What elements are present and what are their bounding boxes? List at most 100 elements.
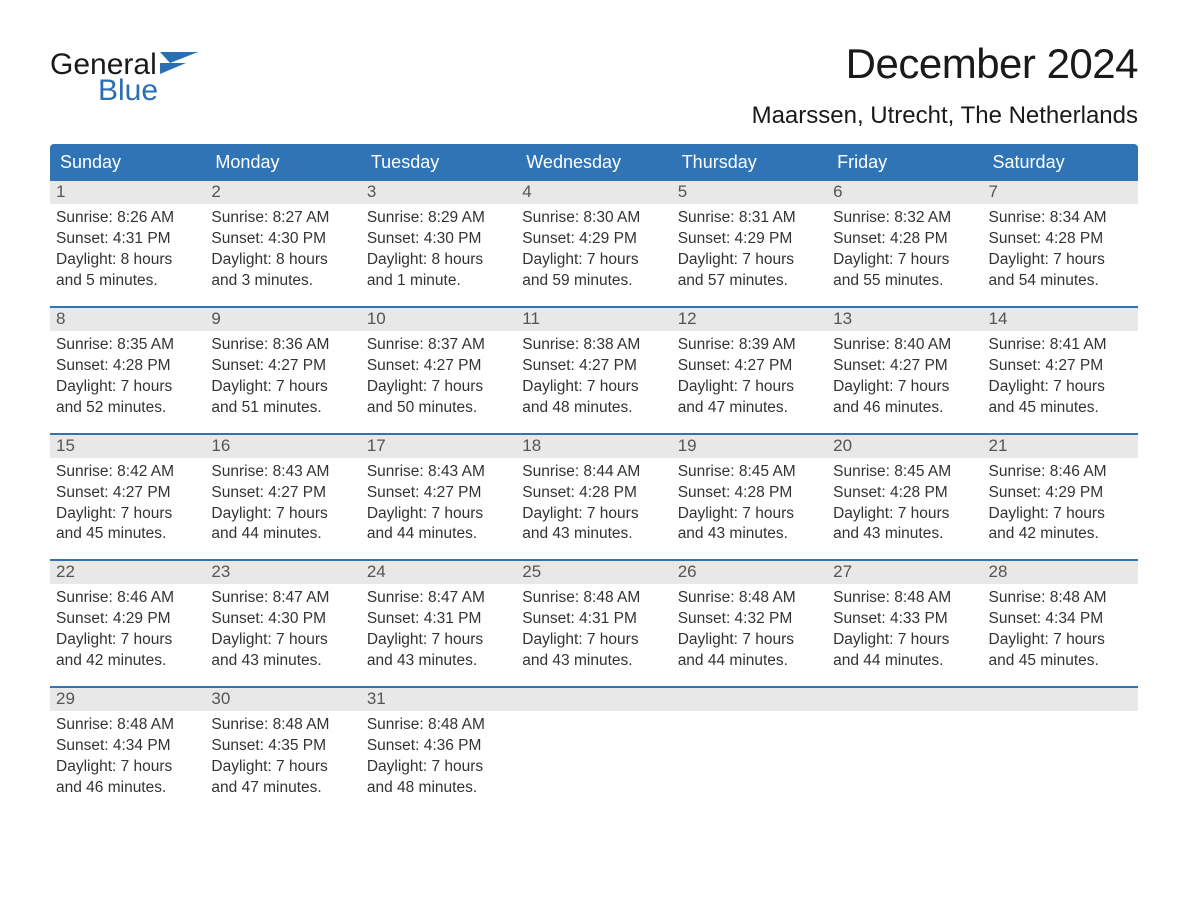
day-day1: Daylight: 7 hours bbox=[678, 504, 821, 525]
day-day1: Daylight: 7 hours bbox=[522, 630, 665, 651]
day-sunrise: Sunrise: 8:47 AM bbox=[211, 588, 354, 609]
day-day1: Daylight: 7 hours bbox=[522, 377, 665, 398]
day-cell: 28Sunrise: 8:48 AMSunset: 4:34 PMDayligh… bbox=[983, 561, 1138, 674]
day-cell: 26Sunrise: 8:48 AMSunset: 4:32 PMDayligh… bbox=[672, 561, 827, 674]
day-content: Sunrise: 8:30 AMSunset: 4:29 PMDaylight:… bbox=[516, 204, 671, 294]
day-day1: Daylight: 7 hours bbox=[367, 630, 510, 651]
day-day1: Daylight: 7 hours bbox=[522, 504, 665, 525]
day-sunrise: Sunrise: 8:29 AM bbox=[367, 208, 510, 229]
day-number: 2 bbox=[205, 181, 360, 204]
day-day2: and 54 minutes. bbox=[989, 271, 1132, 292]
day-day2: and 52 minutes. bbox=[56, 398, 199, 419]
day-content: Sunrise: 8:27 AMSunset: 4:30 PMDaylight:… bbox=[205, 204, 360, 294]
day-sunrise: Sunrise: 8:48 AM bbox=[56, 715, 199, 736]
day-sunrise: Sunrise: 8:48 AM bbox=[989, 588, 1132, 609]
day-content: Sunrise: 8:44 AMSunset: 4:28 PMDaylight:… bbox=[516, 458, 671, 548]
day-sunrise: Sunrise: 8:48 AM bbox=[833, 588, 976, 609]
day-number: 9 bbox=[205, 308, 360, 331]
day-day2: and 48 minutes. bbox=[522, 398, 665, 419]
day-cell bbox=[672, 688, 827, 801]
day-number: 27 bbox=[827, 561, 982, 584]
day-day2: and 48 minutes. bbox=[367, 778, 510, 799]
day-number: 30 bbox=[205, 688, 360, 711]
location: Maarssen, Utrecht, The Netherlands bbox=[752, 102, 1138, 130]
day-content: Sunrise: 8:46 AMSunset: 4:29 PMDaylight:… bbox=[50, 584, 205, 674]
day-content: Sunrise: 8:35 AMSunset: 4:28 PMDaylight:… bbox=[50, 331, 205, 421]
day-sunset: Sunset: 4:27 PM bbox=[833, 356, 976, 377]
day-sunrise: Sunrise: 8:45 AM bbox=[833, 462, 976, 483]
day-content: Sunrise: 8:41 AMSunset: 4:27 PMDaylight:… bbox=[983, 331, 1138, 421]
day-number: 28 bbox=[983, 561, 1138, 584]
day-day1: Daylight: 7 hours bbox=[367, 757, 510, 778]
day-cell: 13Sunrise: 8:40 AMSunset: 4:27 PMDayligh… bbox=[827, 308, 982, 421]
day-number: 22 bbox=[50, 561, 205, 584]
weekday-cell: Tuesday bbox=[361, 144, 516, 181]
day-number bbox=[983, 688, 1138, 711]
day-sunset: Sunset: 4:28 PM bbox=[522, 483, 665, 504]
day-cell bbox=[983, 688, 1138, 801]
weekday-cell: Monday bbox=[205, 144, 360, 181]
week-row: 15Sunrise: 8:42 AMSunset: 4:27 PMDayligh… bbox=[50, 433, 1138, 548]
day-sunrise: Sunrise: 8:26 AM bbox=[56, 208, 199, 229]
day-day2: and 3 minutes. bbox=[211, 271, 354, 292]
logo: General Blue bbox=[50, 40, 198, 106]
day-sunrise: Sunrise: 8:46 AM bbox=[56, 588, 199, 609]
day-day1: Daylight: 7 hours bbox=[833, 250, 976, 271]
day-sunrise: Sunrise: 8:35 AM bbox=[56, 335, 199, 356]
day-day2: and 5 minutes. bbox=[56, 271, 199, 292]
day-day2: and 57 minutes. bbox=[678, 271, 821, 292]
day-number: 6 bbox=[827, 181, 982, 204]
day-sunrise: Sunrise: 8:44 AM bbox=[522, 462, 665, 483]
weekday-cell: Friday bbox=[827, 144, 982, 181]
day-day1: Daylight: 7 hours bbox=[678, 377, 821, 398]
weekday-cell: Wednesday bbox=[516, 144, 671, 181]
day-cell: 4Sunrise: 8:30 AMSunset: 4:29 PMDaylight… bbox=[516, 181, 671, 294]
day-day2: and 44 minutes. bbox=[678, 651, 821, 672]
day-sunset: Sunset: 4:35 PM bbox=[211, 736, 354, 757]
day-sunrise: Sunrise: 8:48 AM bbox=[678, 588, 821, 609]
day-day2: and 46 minutes. bbox=[833, 398, 976, 419]
day-sunrise: Sunrise: 8:37 AM bbox=[367, 335, 510, 356]
day-day1: Daylight: 7 hours bbox=[211, 757, 354, 778]
day-sunset: Sunset: 4:30 PM bbox=[367, 229, 510, 250]
day-content: Sunrise: 8:31 AMSunset: 4:29 PMDaylight:… bbox=[672, 204, 827, 294]
header: General Blue December 2024 Maarssen, Utr… bbox=[50, 40, 1138, 130]
day-cell: 25Sunrise: 8:48 AMSunset: 4:31 PMDayligh… bbox=[516, 561, 671, 674]
day-day2: and 43 minutes. bbox=[522, 524, 665, 545]
day-day1: Daylight: 7 hours bbox=[989, 630, 1132, 651]
day-content: Sunrise: 8:45 AMSunset: 4:28 PMDaylight:… bbox=[672, 458, 827, 548]
day-sunset: Sunset: 4:27 PM bbox=[522, 356, 665, 377]
day-content: Sunrise: 8:37 AMSunset: 4:27 PMDaylight:… bbox=[361, 331, 516, 421]
day-content: Sunrise: 8:48 AMSunset: 4:35 PMDaylight:… bbox=[205, 711, 360, 801]
day-sunset: Sunset: 4:27 PM bbox=[56, 483, 199, 504]
logo-word2: Blue bbox=[98, 76, 198, 106]
day-sunset: Sunset: 4:28 PM bbox=[989, 229, 1132, 250]
day-number: 7 bbox=[983, 181, 1138, 204]
day-number: 3 bbox=[361, 181, 516, 204]
day-number: 11 bbox=[516, 308, 671, 331]
day-day2: and 43 minutes. bbox=[367, 651, 510, 672]
day-content: Sunrise: 8:38 AMSunset: 4:27 PMDaylight:… bbox=[516, 331, 671, 421]
day-sunset: Sunset: 4:30 PM bbox=[211, 609, 354, 630]
day-cell: 10Sunrise: 8:37 AMSunset: 4:27 PMDayligh… bbox=[361, 308, 516, 421]
day-day2: and 46 minutes. bbox=[56, 778, 199, 799]
weekday-cell: Thursday bbox=[672, 144, 827, 181]
day-cell: 6Sunrise: 8:32 AMSunset: 4:28 PMDaylight… bbox=[827, 181, 982, 294]
day-sunset: Sunset: 4:27 PM bbox=[367, 356, 510, 377]
day-sunrise: Sunrise: 8:48 AM bbox=[367, 715, 510, 736]
day-sunrise: Sunrise: 8:31 AM bbox=[678, 208, 821, 229]
day-sunset: Sunset: 4:36 PM bbox=[367, 736, 510, 757]
day-sunset: Sunset: 4:32 PM bbox=[678, 609, 821, 630]
day-sunset: Sunset: 4:33 PM bbox=[833, 609, 976, 630]
day-content: Sunrise: 8:48 AMSunset: 4:34 PMDaylight:… bbox=[50, 711, 205, 801]
day-day1: Daylight: 7 hours bbox=[211, 630, 354, 651]
day-day1: Daylight: 7 hours bbox=[211, 377, 354, 398]
day-day1: Daylight: 7 hours bbox=[833, 377, 976, 398]
day-day2: and 43 minutes. bbox=[678, 524, 821, 545]
day-day2: and 42 minutes. bbox=[989, 524, 1132, 545]
day-cell: 11Sunrise: 8:38 AMSunset: 4:27 PMDayligh… bbox=[516, 308, 671, 421]
day-day2: and 55 minutes. bbox=[833, 271, 976, 292]
day-sunset: Sunset: 4:27 PM bbox=[211, 483, 354, 504]
day-day2: and 50 minutes. bbox=[367, 398, 510, 419]
day-number: 10 bbox=[361, 308, 516, 331]
